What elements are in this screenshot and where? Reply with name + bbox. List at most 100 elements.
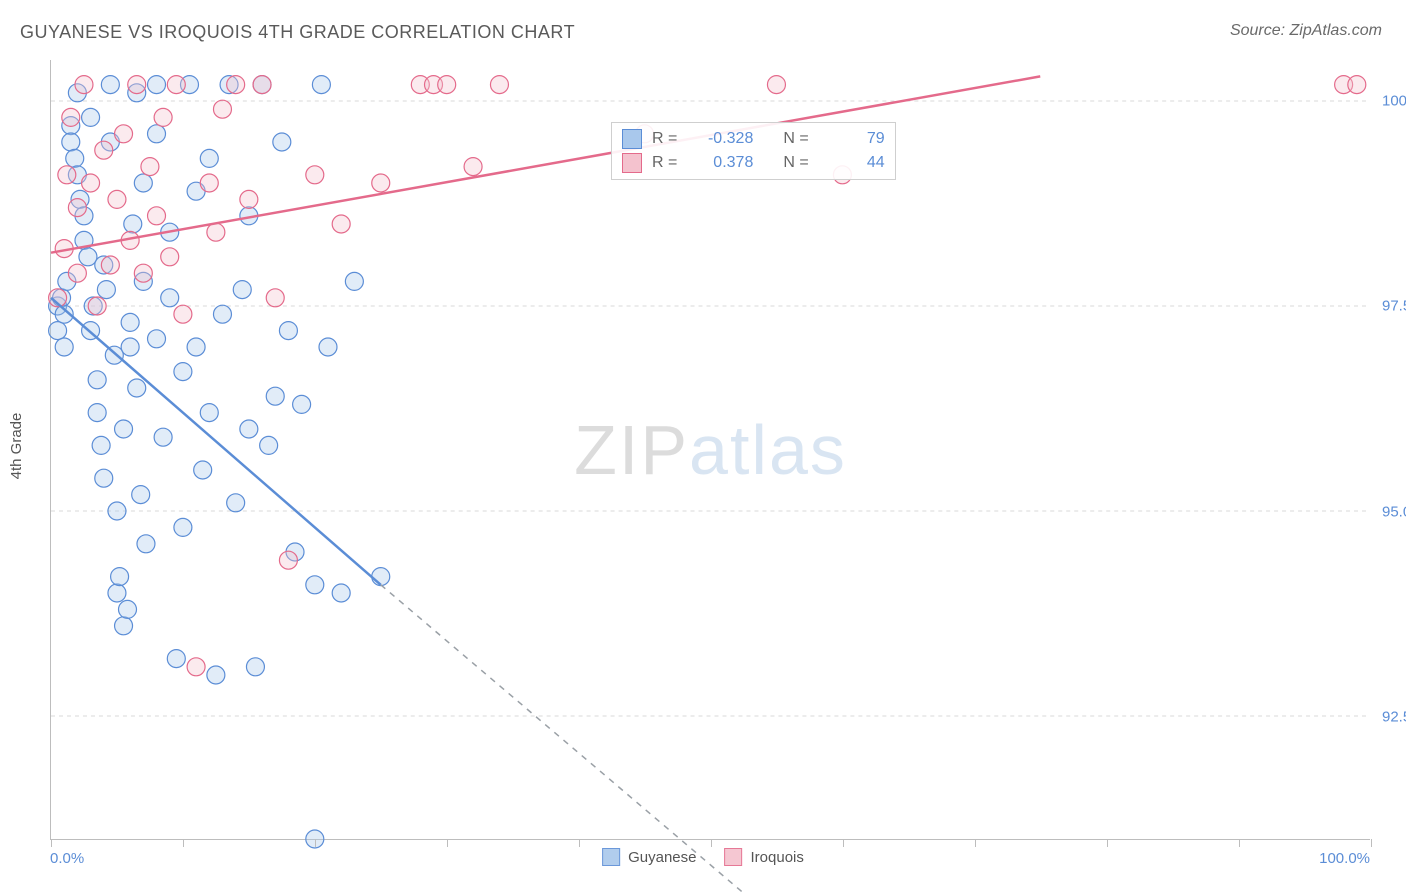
scatter-point	[227, 494, 245, 512]
scatter-point	[82, 174, 100, 192]
scatter-point	[154, 108, 172, 126]
scatter-point	[306, 576, 324, 594]
legend-label-iroquois: Iroquois	[751, 849, 804, 866]
scatter-point	[167, 650, 185, 668]
scatter-point	[332, 215, 350, 233]
scatter-point	[88, 297, 106, 315]
scatter-point	[119, 600, 137, 618]
scatter-point	[101, 76, 119, 94]
scatter-point	[161, 248, 179, 266]
x-axis-end-label: 100.0%	[1319, 850, 1370, 867]
r-label: R =	[652, 130, 677, 148]
x-tick	[1239, 839, 1240, 847]
scatter-point	[200, 174, 218, 192]
scatter-point	[266, 289, 284, 307]
scatter-point	[121, 338, 139, 356]
n-label: N =	[783, 130, 808, 148]
y-tick-label: 100.0%	[1370, 93, 1406, 110]
n-label: N =	[783, 154, 808, 172]
scatter-point	[148, 207, 166, 225]
scatter-point	[132, 486, 150, 504]
y-axis-title: 4th Grade	[8, 413, 25, 480]
chart-title: GUYANESE VS IROQUOIS 4TH GRADE CORRELATI…	[20, 22, 575, 43]
scatter-point	[121, 313, 139, 331]
scatter-point	[134, 174, 152, 192]
scatter-point	[101, 256, 119, 274]
scatter-point	[141, 158, 159, 176]
x-tick	[447, 839, 448, 847]
guyanese-r-value: -0.328	[687, 130, 753, 148]
scatter-point	[62, 108, 80, 126]
scatter-point	[128, 379, 146, 397]
scatter-point	[312, 76, 330, 94]
scatter-point	[68, 199, 86, 217]
stats-legend-box: R = -0.328 N = 79 R = 0.378 N = 44	[611, 122, 896, 180]
scatter-point	[115, 617, 133, 635]
scatter-point	[115, 420, 133, 438]
scatter-point	[438, 76, 456, 94]
x-axis-start-label: 0.0%	[50, 850, 84, 867]
iroquois-n-value: 44	[819, 154, 885, 172]
legend-item-iroquois: Iroquois	[725, 848, 804, 866]
scatter-point	[55, 338, 73, 356]
scatter-point	[207, 223, 225, 241]
scatter-point	[154, 428, 172, 446]
scatter-point	[253, 76, 271, 94]
x-tick	[1371, 839, 1372, 847]
scatter-point	[174, 518, 192, 536]
scatter-point	[88, 371, 106, 389]
scatter-point	[306, 166, 324, 184]
scatter-point	[66, 149, 84, 167]
scatter-point	[372, 174, 390, 192]
scatter-point	[187, 338, 205, 356]
scatter-point	[108, 190, 126, 208]
scatter-point	[148, 125, 166, 143]
scatter-point	[167, 76, 185, 94]
iroquois-r-value: 0.378	[687, 154, 753, 172]
scatter-point	[279, 322, 297, 340]
scatter-point	[200, 149, 218, 167]
x-tick	[975, 839, 976, 847]
scatter-point	[227, 76, 245, 94]
scatter-point	[108, 502, 126, 520]
scatter-point	[332, 584, 350, 602]
scatter-point	[68, 264, 86, 282]
scatter-point	[79, 248, 97, 266]
scatter-point	[279, 551, 297, 569]
x-tick	[579, 839, 580, 847]
x-tick	[711, 839, 712, 847]
scatter-point	[207, 666, 225, 684]
x-tick	[1107, 839, 1108, 847]
scatter-point	[273, 133, 291, 151]
x-tick	[51, 839, 52, 847]
scatter-point	[767, 76, 785, 94]
scatter-point	[194, 461, 212, 479]
scatter-point	[293, 395, 311, 413]
scatter-point	[75, 76, 93, 94]
scatter-point	[148, 76, 166, 94]
scatter-point	[174, 305, 192, 323]
scatter-point	[128, 76, 146, 94]
scatter-point	[240, 190, 258, 208]
scatter-point	[95, 141, 113, 159]
iroquois-swatch-icon	[725, 848, 743, 866]
source-attribution: Source: ZipAtlas.com	[1230, 22, 1382, 40]
scatter-point	[246, 658, 264, 676]
scatter-point	[108, 584, 126, 602]
y-tick-label: 92.5%	[1370, 708, 1406, 725]
scatter-point	[464, 158, 482, 176]
scatter-point	[372, 568, 390, 586]
scatter-point	[266, 387, 284, 405]
x-tick	[843, 839, 844, 847]
scatter-point	[148, 330, 166, 348]
guyanese-n-value: 79	[819, 130, 885, 148]
scatter-point	[111, 568, 129, 586]
scatter-point	[97, 281, 115, 299]
scatter-point	[187, 658, 205, 676]
scatter-point	[115, 125, 133, 143]
scatter-point	[319, 338, 337, 356]
scatter-point	[92, 436, 110, 454]
r-label: R =	[652, 154, 677, 172]
scatter-point	[1348, 76, 1366, 94]
scatter-point	[137, 535, 155, 553]
